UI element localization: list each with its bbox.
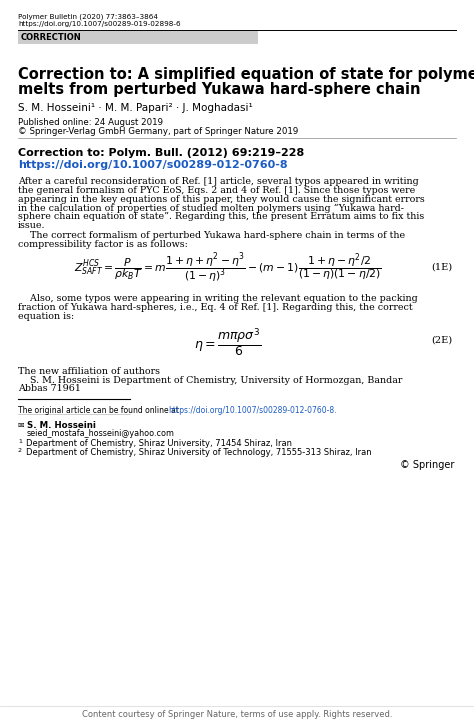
Text: © Springer: © Springer xyxy=(400,460,454,470)
Text: Department of Chemistry, Shiraz University of Technology, 71555-313 Shiraz, Iran: Department of Chemistry, Shiraz Universi… xyxy=(26,448,372,457)
Text: After a careful reconsideration of Ref. [1] article, several typos appeared in w: After a careful reconsideration of Ref. … xyxy=(18,177,419,186)
Text: © Springer-Verlag GmbH Germany, part of Springer Nature 2019: © Springer-Verlag GmbH Germany, part of … xyxy=(18,127,298,136)
Text: CORRECTION: CORRECTION xyxy=(21,33,82,42)
Text: fraction of Yukawa hard-spheres, i.e., Eq. 4 of Ref. [1]. Regarding this, the co: fraction of Yukawa hard-spheres, i.e., E… xyxy=(18,303,413,312)
Text: the general formalism of PYC EoS, Eqs. 2 and 4 of Ref. [1]. Since those typos we: the general formalism of PYC EoS, Eqs. 2… xyxy=(18,186,415,195)
Text: Published online: 24 August 2019: Published online: 24 August 2019 xyxy=(18,118,163,127)
Text: Abbas 71961: Abbas 71961 xyxy=(18,385,81,393)
Text: https://doi.org/10.1007/s00289-019-02898-6: https://doi.org/10.1007/s00289-019-02898… xyxy=(18,21,181,27)
Text: sphere chain equation of state”. Regarding this, the present Erratum aims to fix: sphere chain equation of state”. Regardi… xyxy=(18,212,424,221)
Text: 2: 2 xyxy=(18,448,22,453)
Text: ✉: ✉ xyxy=(18,421,24,430)
Text: S. M. Hosseini¹ · M. M. Papari² · J. Moghadasi¹: S. M. Hosseini¹ · M. M. Papari² · J. Mog… xyxy=(18,103,253,113)
Text: Correction to: A simplified equation of state for polymer: Correction to: A simplified equation of … xyxy=(18,67,474,82)
Text: Content courtesy of Springer Nature, terms of use apply. Rights reserved.: Content courtesy of Springer Nature, ter… xyxy=(82,710,392,719)
Bar xyxy=(18,31,258,44)
Text: (2E): (2E) xyxy=(431,336,452,345)
Text: equation is:: equation is: xyxy=(18,312,74,321)
Text: The correct formalism of perturbed Yukawa hard-sphere chain in terms of the: The correct formalism of perturbed Yukaw… xyxy=(18,231,405,240)
Text: compressibility factor is as follows:: compressibility factor is as follows: xyxy=(18,239,188,249)
Text: appearing in the key equations of this paper, they would cause the significant e: appearing in the key equations of this p… xyxy=(18,195,425,203)
Text: S. M. Hosseini: S. M. Hosseini xyxy=(27,421,96,430)
Text: The new affiliation of authors: The new affiliation of authors xyxy=(18,367,160,376)
Text: https://doi.org/10.1007/s00289-012-0760-8.: https://doi.org/10.1007/s00289-012-0760-… xyxy=(168,406,337,415)
Text: melts from perturbed Yukawa hard-sphere chain: melts from perturbed Yukawa hard-sphere … xyxy=(18,82,420,97)
Text: $\eta = \dfrac{m\pi\rho\sigma^3}{6}$: $\eta = \dfrac{m\pi\rho\sigma^3}{6}$ xyxy=(194,326,261,359)
Text: seied_mostafa_hosseini@yahoo.com: seied_mostafa_hosseini@yahoo.com xyxy=(27,429,175,438)
Text: Also, some typos were appearing in writing the relevant equation to the packing: Also, some typos were appearing in writi… xyxy=(18,294,418,303)
Text: in the calculation of properties of studied molten polymers using “Yukawa hard-: in the calculation of properties of stud… xyxy=(18,203,404,213)
Text: 1: 1 xyxy=(18,439,22,444)
Text: (1E): (1E) xyxy=(431,262,452,271)
Text: Polymer Bulletin (2020) 77:3863–3864: Polymer Bulletin (2020) 77:3863–3864 xyxy=(18,13,158,19)
Text: The original article can be found online at: The original article can be found online… xyxy=(18,406,181,415)
Text: Department of Chemistry, Shiraz University, 71454 Shiraz, Iran: Department of Chemistry, Shiraz Universi… xyxy=(26,439,292,448)
Text: S. M. Hosseini is Department of Chemistry, University of Hormozgan, Bandar: S. M. Hosseini is Department of Chemistr… xyxy=(18,375,402,385)
Text: https://doi.org/10.1007/s00289-012-0760-8: https://doi.org/10.1007/s00289-012-0760-… xyxy=(18,160,288,170)
Text: $Z_{SAFT}^{HCS} = \dfrac{P}{\rho k_B T} = m\dfrac{1+\eta+\eta^2-\eta^3}{(1-\eta): $Z_{SAFT}^{HCS} = \dfrac{P}{\rho k_B T} … xyxy=(74,252,381,285)
Text: Correction to: Polym. Bull. (2012) 69:219–228: Correction to: Polym. Bull. (2012) 69:21… xyxy=(18,148,304,158)
Text: issue.: issue. xyxy=(18,221,46,230)
